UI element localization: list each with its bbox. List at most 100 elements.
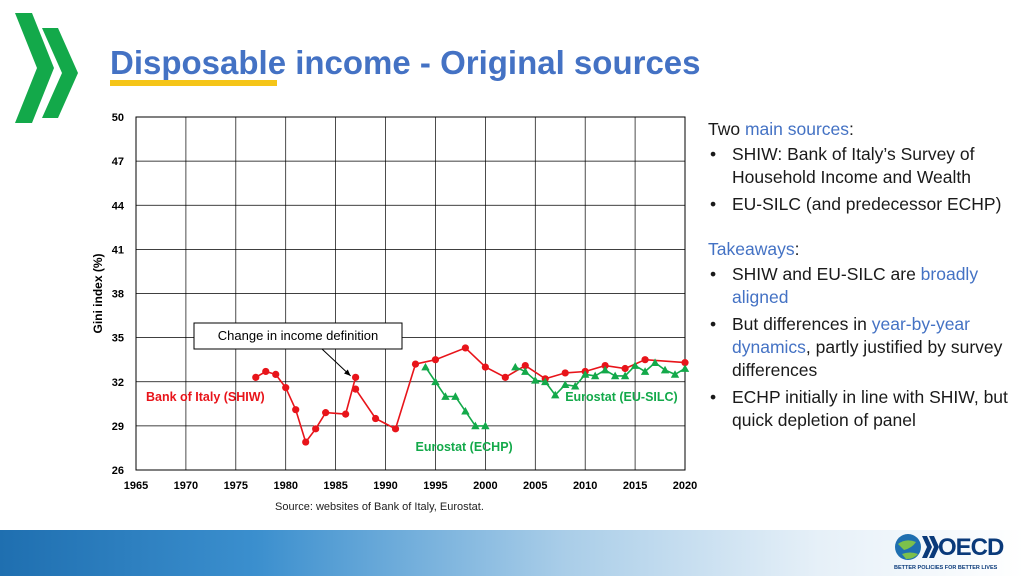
x-tick-label: 2005 [523, 480, 547, 492]
data-point [571, 381, 580, 390]
data-point [312, 425, 320, 433]
takeaway2-accent: year-by-year dynamics [732, 314, 970, 357]
x-tick-label: 1980 [273, 480, 297, 492]
data-point [431, 356, 440, 364]
data-point [600, 365, 610, 374]
takeaway-item-3: ECHP initially in line with SHIW, but qu… [708, 386, 1018, 432]
oecd-tagline: BETTER POLICIES FOR BETTER LIVES [894, 565, 998, 571]
takeaways-heading: Takeaways: [708, 238, 1018, 261]
y-tick-label: 38 [112, 289, 124, 301]
y-tick-label: 47 [112, 156, 124, 168]
chevron-left-shape [15, 13, 54, 123]
intro-prefix: Two [708, 119, 745, 139]
annotation-arrow [321, 348, 351, 377]
data-point [292, 406, 300, 414]
data-point [650, 358, 660, 366]
takeaways-list: SHIW and EU-SILC are broadly aligned But… [708, 263, 1018, 432]
x-tick-label: 1985 [323, 480, 347, 492]
takeaway1-accent: broadly aligned [732, 264, 979, 307]
data-point [302, 438, 310, 446]
y-tick-label: 50 [112, 112, 124, 124]
chevron-right-shape [42, 28, 78, 118]
title-underline [110, 80, 277, 86]
oecd-globe-icon [895, 534, 939, 560]
annotation-text: Change in income definition [218, 328, 378, 343]
data-point [352, 373, 360, 381]
takeaway2-prefix: But differences in [732, 314, 872, 334]
data-point [580, 370, 590, 378]
data-point [561, 369, 569, 377]
data-point [421, 362, 430, 371]
takeaway-item-2: But differences in year-by-year dynamics… [708, 313, 1018, 382]
data-point [411, 360, 420, 368]
data-point [371, 414, 380, 423]
x-tick-label: 1990 [373, 480, 397, 492]
data-point [561, 380, 570, 389]
data-point [670, 370, 680, 378]
source-item-eusilc: EU-SILC (and predecessor ECHP) [708, 193, 1018, 216]
oecd-chevron-logo [15, 13, 78, 123]
x-tick-label: 2015 [623, 480, 647, 492]
data-point [391, 425, 400, 433]
data-point [630, 361, 640, 369]
gini-line-chart: 1965 1970 1975 1980 1985 1990 1995 2000 2005 2010… [91, 112, 697, 492]
y-tick-label: 41 [112, 244, 124, 256]
takeaways-label: Takeaways [708, 239, 795, 259]
takeaway2-suffix: , partly justified by survey differences [732, 337, 1003, 380]
data-point [262, 367, 270, 376]
data-point [610, 371, 620, 380]
data-point [640, 367, 650, 375]
data-point [431, 377, 440, 386]
data-point [541, 377, 550, 386]
data-point [352, 385, 360, 393]
data-point [521, 361, 529, 370]
data-point [601, 361, 609, 370]
data-point [272, 370, 280, 378]
takeaway1-prefix: SHIW and EU-SILC are [732, 264, 921, 284]
y-tick-label: 44 [112, 200, 125, 212]
series-label: Eurostat (ECHP) [415, 440, 512, 454]
x-tick-label: 1975 [224, 480, 248, 492]
data-point [252, 373, 260, 381]
y-tick-label: 32 [112, 377, 124, 389]
y-tick-label: 29 [112, 421, 124, 433]
data-point [620, 371, 630, 380]
x-tick-label: 2020 [673, 480, 697, 492]
data-point [660, 365, 670, 374]
x-tick-label: 1970 [174, 480, 198, 492]
data-point [551, 390, 560, 399]
sources-list: SHIW: Bank of Italy’s Survey of Househol… [708, 143, 1018, 216]
y-tick-label: 35 [112, 333, 124, 345]
data-point [471, 421, 480, 430]
slide-title: Disposable income - Original sources [110, 44, 701, 81]
source-item-shiw: SHIW: Bank of Italy’s Survey of Househol… [708, 143, 1018, 189]
takeaway-item-1: SHIW and EU-SILC are broadly aligned [708, 263, 1018, 309]
data-point [501, 373, 509, 381]
takeaways-suffix: : [794, 239, 800, 259]
series-label: Bank of Italy (SHIW) [146, 390, 265, 404]
series-line-0 [255, 370, 357, 444]
y-tick-label: 26 [112, 465, 124, 477]
series-line-0 [354, 346, 686, 430]
data-point [641, 356, 649, 364]
side-text-panel: Two main sources: SHIW: Bank of Italy’s … [708, 118, 1018, 436]
data-point [481, 421, 490, 430]
footer-band [0, 530, 1024, 576]
annotation-box [193, 322, 403, 350]
data-point [282, 384, 290, 392]
data-point [322, 409, 330, 417]
x-tick-label: 1995 [423, 480, 447, 492]
data-point [521, 367, 530, 375]
intro-suffix: : [849, 119, 854, 139]
data-point [461, 344, 469, 352]
data-point [680, 364, 690, 372]
data-point [461, 406, 470, 415]
data-point [531, 376, 540, 384]
oecd-wordmark: OECD [938, 534, 1004, 561]
takeaways-block: Takeaways: SHIW and EU-SILC are broadly … [708, 238, 1018, 432]
intro-accent: main sources [744, 119, 850, 139]
data-point [441, 392, 450, 400]
x-tick-label: 1965 [124, 480, 148, 492]
data-point [590, 371, 600, 380]
data-point [621, 364, 629, 373]
